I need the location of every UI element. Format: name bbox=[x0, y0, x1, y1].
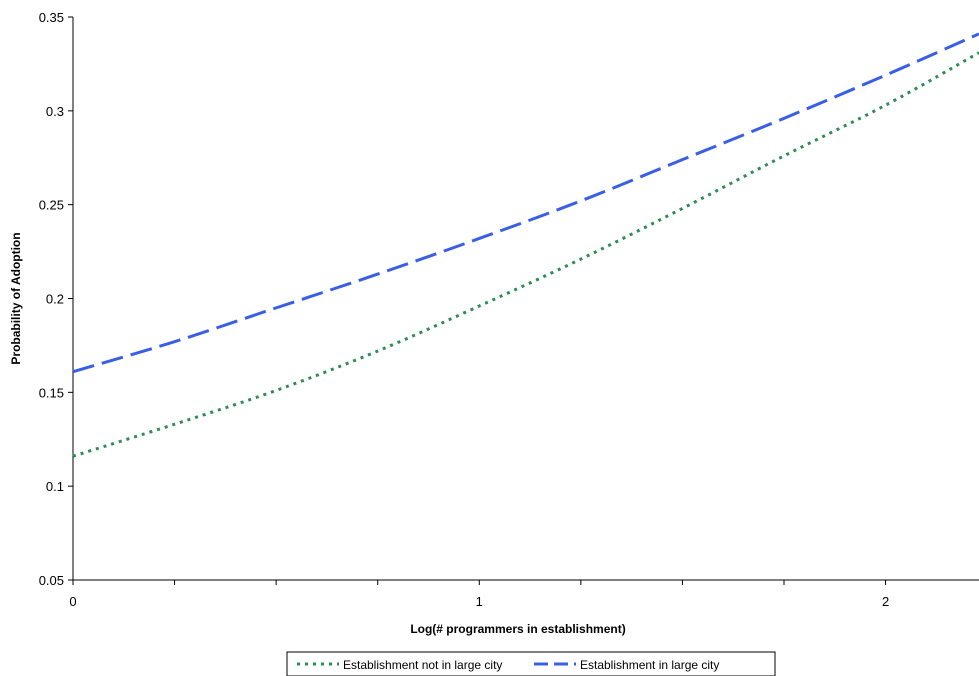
legend-label: Establishment not in large city bbox=[343, 658, 502, 672]
y-tick-label: 0.3 bbox=[46, 104, 64, 119]
legend-label: Establishment in large city bbox=[580, 658, 719, 672]
ticks: 0.05 0.1 0.15 0.2 0.25 0.3 0.35 0 1 2 bbox=[39, 10, 889, 609]
axes bbox=[72, 17, 979, 581]
series-lines bbox=[72, 32, 979, 458]
series-line-large-city bbox=[72, 32, 979, 374]
x-tick-label: 2 bbox=[882, 594, 889, 609]
x-tick-label: 1 bbox=[476, 594, 483, 609]
y-axis-title: Probability of Adoption bbox=[9, 232, 23, 364]
y-tick-label: 0.2 bbox=[46, 292, 64, 307]
x-tick-label: 0 bbox=[69, 594, 76, 609]
x-axis-title: Log(# programmers in establishment) bbox=[410, 622, 625, 636]
series-line-not-large-city bbox=[72, 51, 979, 458]
y-tick-label: 0.05 bbox=[39, 573, 64, 588]
y-tick-label: 0.1 bbox=[46, 479, 64, 494]
y-tick-label: 0.15 bbox=[39, 385, 64, 400]
legend-box bbox=[286, 651, 776, 676]
y-tick-label: 0.35 bbox=[39, 10, 64, 25]
y-tick-label: 0.25 bbox=[39, 198, 64, 213]
legend: Establishment not in large city Establish… bbox=[286, 651, 776, 676]
